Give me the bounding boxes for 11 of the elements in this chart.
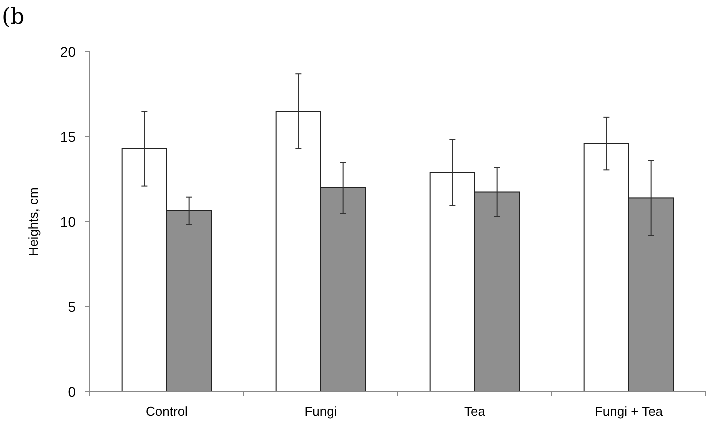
- y-tick-label: 5: [68, 298, 76, 315]
- y-tick-label: 15: [60, 128, 76, 145]
- y-axis-title: Heights, cm: [26, 188, 41, 256]
- chart-title: (b: [2, 5, 25, 30]
- x-tick-label: Fungi + Tea: [594, 404, 664, 419]
- y-tick-label: 10: [60, 214, 76, 230]
- x-tick-label: Tea: [464, 404, 486, 419]
- x-tick-label: Fungi: [304, 404, 338, 419]
- y-tick-label: 20: [60, 44, 76, 60]
- y-tick-label: 0: [68, 384, 76, 400]
- x-tick-label: Control: [146, 404, 188, 419]
